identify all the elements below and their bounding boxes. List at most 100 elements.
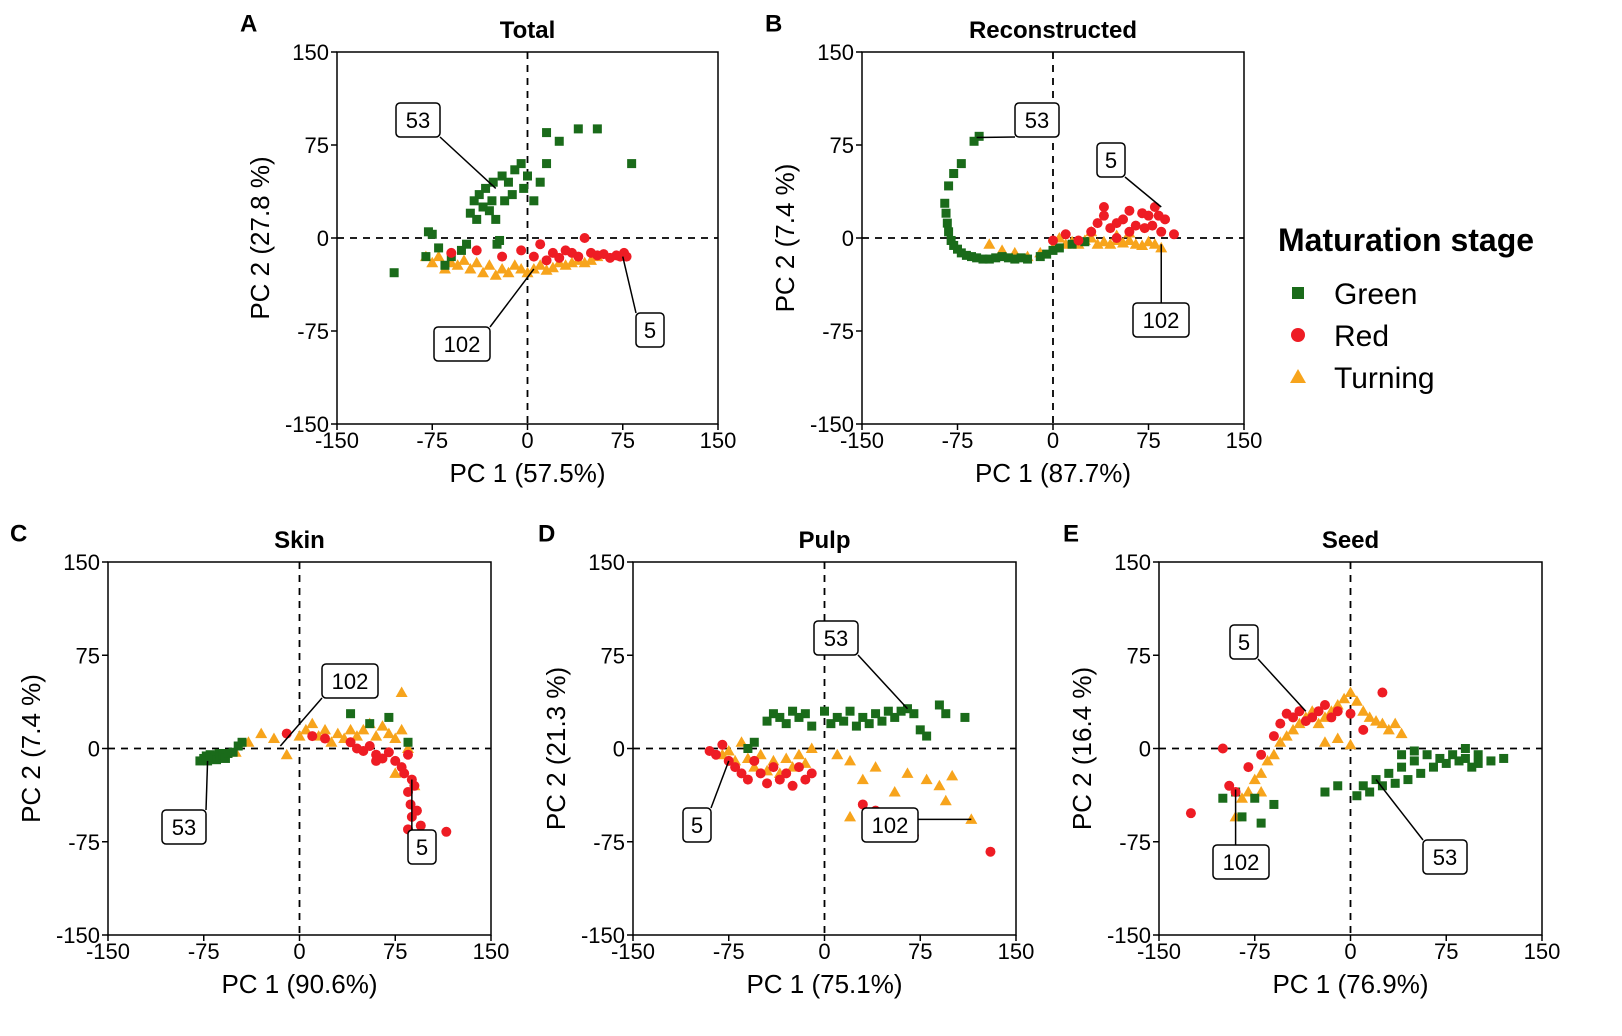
data-point-green	[1035, 252, 1045, 262]
y-tick-label: 0	[842, 226, 854, 251]
data-point-green	[469, 196, 479, 206]
data-point-red	[535, 239, 546, 250]
data-point-green	[969, 136, 979, 146]
data-point-green	[858, 712, 868, 722]
data-point-red	[755, 768, 766, 779]
x-tick-label: 150	[1226, 428, 1263, 453]
data-point-turning	[585, 254, 597, 265]
data-point-turning	[792, 748, 805, 760]
annotation-box	[433, 326, 491, 362]
panel-title: Skin	[274, 527, 325, 554]
legend-item-label: Red	[1334, 320, 1389, 353]
data-point-turning	[844, 754, 857, 766]
data-point-green	[1010, 254, 1020, 264]
data-point-turning	[1389, 717, 1402, 729]
data-point-green	[1441, 758, 1451, 768]
data-point-red	[710, 749, 721, 760]
data-point-turning	[496, 263, 509, 274]
data-point-green	[365, 719, 375, 729]
annotation-box	[1229, 624, 1259, 660]
data-point-green	[845, 706, 855, 716]
x-axis-title: PC 1 (75.1%)	[746, 969, 902, 999]
data-point-red	[1224, 780, 1235, 791]
data-point-turning	[325, 736, 338, 747]
y-axis-title: PC 2 (21.3 %)	[541, 667, 571, 830]
data-point-turning	[1123, 234, 1136, 245]
y-axis-title: PC 2 (7.4 %)	[16, 674, 46, 823]
data-point-green	[1256, 818, 1266, 828]
data-point-red	[736, 768, 747, 779]
data-point-green	[384, 712, 394, 722]
annotation-label: 5	[1105, 148, 1117, 173]
panel-title: Pulp	[799, 527, 851, 554]
data-point-green	[909, 709, 919, 719]
data-point-turning	[1338, 692, 1351, 704]
x-tick-label: -75	[713, 939, 745, 964]
data-point-green	[946, 235, 956, 245]
x-tick-label: 75	[1136, 428, 1160, 453]
x-tick-label: -150	[315, 428, 359, 453]
data-point-turning	[395, 686, 408, 698]
data-point-red	[1256, 749, 1267, 760]
data-point-green	[1218, 793, 1228, 803]
data-point-turning	[426, 256, 439, 268]
annotation-leader	[857, 654, 909, 710]
annotation-box	[813, 620, 859, 656]
data-point-red	[985, 846, 996, 857]
annotation-label: 53	[406, 108, 430, 133]
data-point-green	[1397, 762, 1407, 772]
data-point-green	[1454, 756, 1464, 766]
data-point-red	[471, 245, 482, 256]
data-point-green	[1003, 253, 1013, 263]
data-point-red	[1124, 226, 1135, 237]
data-point-green	[456, 245, 466, 255]
y-tick-label: 0	[613, 737, 625, 762]
data-point-green	[956, 159, 966, 169]
data-point-green	[800, 709, 810, 719]
data-point-green	[523, 171, 532, 181]
data-point-green	[1080, 237, 1090, 247]
annotation-box	[682, 807, 712, 843]
data-point-red	[742, 774, 753, 785]
data-point-red	[516, 245, 527, 256]
x-tick-label: -75	[1239, 939, 1271, 964]
data-point-turning	[1318, 736, 1331, 747]
panel-title: Seed	[1322, 527, 1379, 554]
data-point-green	[941, 208, 951, 218]
data-point-green	[472, 214, 482, 224]
data-point-red	[793, 762, 804, 773]
panel-letter: C	[10, 520, 27, 547]
data-point-green	[554, 136, 564, 146]
data-point-green	[1250, 793, 1260, 803]
x-tick-label: 0	[293, 939, 305, 964]
data-point-green	[978, 254, 988, 264]
panel-letter: E	[1063, 520, 1079, 547]
data-point-turning	[1255, 767, 1268, 778]
data-point-green	[535, 177, 545, 187]
y-tick-label: 150	[817, 40, 854, 65]
data-point-red	[1139, 223, 1150, 234]
data-point-red	[1153, 210, 1164, 221]
data-point-red	[1060, 229, 1071, 240]
data-point-turning	[546, 261, 559, 273]
data-point-red	[730, 762, 741, 773]
data-point-turning	[1376, 717, 1389, 729]
annotation-box	[1212, 844, 1270, 880]
data-point-green	[890, 712, 900, 722]
data-point-turning	[357, 723, 370, 735]
panel-D: D Pulp -150 -75 0 75 150 150 75 0 -75 -150 PC 1 (75.…	[538, 520, 1034, 999]
data-point-green	[934, 700, 944, 710]
data-point-turning	[1331, 698, 1344, 710]
data-point-green	[967, 252, 977, 262]
data-point-turning	[831, 748, 844, 760]
data-point-green	[487, 196, 497, 206]
data-point-turning	[748, 761, 761, 772]
data-point-green	[503, 177, 513, 187]
data-point-turning	[376, 720, 389, 731]
data-point-green	[851, 721, 861, 731]
data-point-red	[1048, 235, 1058, 246]
data-point-green	[474, 190, 484, 200]
legend-triangle-icon	[1290, 369, 1306, 383]
x-tick-label: -150	[840, 428, 884, 453]
